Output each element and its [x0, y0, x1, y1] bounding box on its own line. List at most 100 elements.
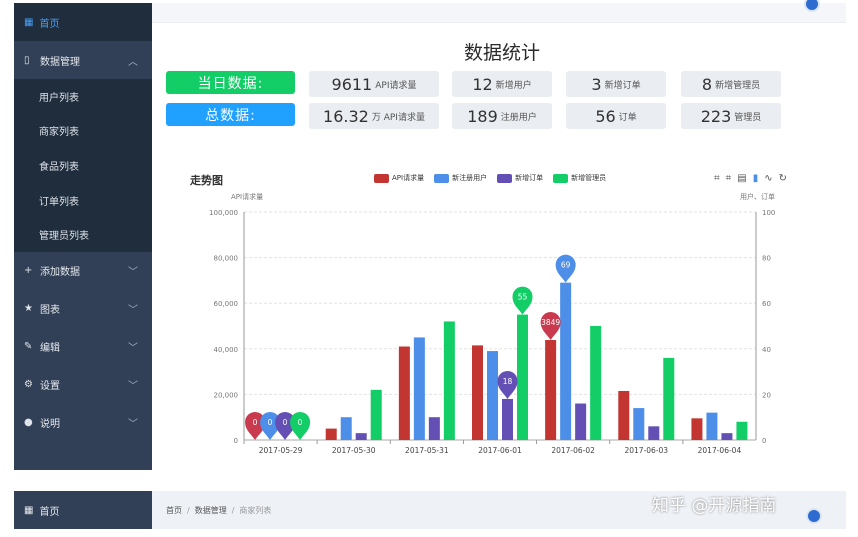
legend-label: 新注册用户: [452, 174, 488, 182]
breadcrumb-section[interactable]: 数据管理: [194, 505, 227, 515]
sidebar-item-label: 管理员列表: [39, 231, 89, 243]
chart-bar: [502, 398, 513, 440]
chart-bar: [340, 417, 352, 440]
chart-legend: API请求量 新注册用户 新增订单 新增管理员: [374, 173, 606, 183]
chart-toolbox: ⌗ ⌗ ▤ ▮ ∿ ↻: [714, 173, 787, 184]
marker-label: 0: [253, 418, 258, 427]
sidebar-item-home[interactable]: ▦ 首页: [14, 491, 152, 529]
stat-value: 56: [595, 106, 616, 126]
marker-label: 0: [283, 418, 288, 427]
left-tick-label: 40,000: [214, 346, 239, 354]
sidebar-item-label: 用户列表: [39, 92, 79, 104]
avatar[interactable]: [806, 508, 822, 524]
sidebar-item-label: 数据管理: [40, 56, 80, 68]
grid-icon: ▦: [24, 16, 34, 28]
sidebar-item-merchant-list[interactable]: 商家列表: [14, 113, 152, 149]
marker-pin: [260, 412, 281, 440]
breadcrumb-current: 商家列表: [239, 505, 272, 515]
marker-label: 0: [298, 418, 303, 427]
chart-bar: [618, 390, 630, 440]
star-icon: ★: [24, 303, 33, 315]
sidebar-item-label: 说明: [40, 419, 60, 431]
today-stat-orders: 3 新增订单: [566, 71, 666, 97]
x-tick-label: 2017-06-02: [551, 446, 595, 455]
sidebar-item-label: 设置: [40, 381, 60, 393]
right-tick-label: 60: [762, 300, 771, 308]
pencil-icon: ✎: [24, 341, 33, 353]
sidebar-item-label: 编辑: [40, 343, 60, 355]
sidebar-item-label: 订单列表: [39, 196, 79, 208]
marker-pin: [497, 370, 518, 399]
marker-label: 3849: [541, 318, 560, 327]
watermark: 知乎 @开源指南: [652, 496, 777, 516]
chart-bar: [633, 408, 645, 440]
sidebar-item-order-list[interactable]: 订单列表: [14, 182, 152, 218]
sidebar-item-charts[interactable]: ★ 图表 ﹀: [14, 290, 152, 328]
legend-item-admins[interactable]: 新增管理员: [553, 173, 606, 183]
gear-icon: ⚙: [24, 379, 33, 391]
legend-item-users[interactable]: 新注册用户: [434, 173, 487, 183]
chart-bar: [663, 357, 675, 440]
line-chart-icon[interactable]: ∿: [764, 173, 773, 184]
today-stat-api: 9611 API请求量: [309, 71, 439, 97]
marker-pin: [245, 412, 266, 440]
chart-bar: [472, 345, 483, 440]
bar-chart-icon[interactable]: ▮: [752, 173, 759, 184]
right-tick-label: 20: [762, 391, 771, 399]
chart-bar: [355, 433, 367, 440]
restore-icon[interactable]: ↻: [778, 173, 788, 184]
avatar[interactable]: [804, 0, 820, 12]
chart-bar: [325, 428, 337, 440]
x-tick-label: 2017-05-31: [405, 446, 449, 455]
sidebar-item-data-management[interactable]: ▯ 数据管理 ︿: [14, 41, 152, 79]
chart-bar: [398, 346, 410, 440]
legend-item-orders[interactable]: 新增订单: [497, 173, 543, 183]
right-tick-label: 100: [762, 209, 775, 217]
marker-label: 0: [268, 418, 273, 427]
legend-swatch: [374, 173, 389, 183]
sidebar-item-add-data[interactable]: + 添加数据 ﹀: [14, 252, 152, 290]
chart-title: 走势图: [190, 174, 223, 187]
legend-swatch: [434, 173, 450, 183]
chevron-down-icon: ﹀: [128, 305, 138, 317]
chart-bar: [545, 340, 557, 440]
sidebar-item-home[interactable]: ▦ 首页: [14, 3, 152, 41]
marker-label: 55: [518, 293, 528, 302]
info-icon: ●: [24, 417, 33, 429]
zoom-reset-icon[interactable]: ⌗: [725, 173, 732, 184]
left-axis-label: API请求量: [231, 192, 263, 201]
legend-swatch: [497, 173, 513, 183]
x-tick-label: 2017-05-30: [332, 446, 376, 455]
sidebar-item-help[interactable]: ● 说明 ﹀: [14, 404, 152, 442]
chart-bar: [706, 412, 718, 440]
legend-swatch: [553, 173, 569, 183]
legend-label: 新增订单: [515, 174, 544, 182]
chevron-down-icon: ﹀: [128, 381, 138, 393]
chevron-down-icon: ﹀: [128, 343, 138, 355]
sidebar-item-user-list[interactable]: 用户列表: [14, 79, 152, 114]
left-tick-label: 100,000: [209, 209, 238, 217]
total-stat-api: 16.32 万 API请求量: [309, 103, 439, 129]
top-bar: [152, 3, 846, 23]
data-view-icon[interactable]: ▤: [737, 173, 747, 184]
marker-pin: [290, 412, 311, 440]
sidebar-item-edit[interactable]: ✎ 编辑 ﹀: [14, 328, 152, 366]
chart-bar: [691, 418, 703, 440]
stat-value: 3: [591, 74, 602, 94]
chart-bar: [721, 433, 733, 440]
stat-value: 12: [472, 74, 493, 94]
marker-label: 69: [561, 261, 571, 270]
sidebar-item-food-list[interactable]: 食品列表: [14, 148, 152, 183]
chart-bar: [443, 321, 455, 440]
zoom-icon[interactable]: ⌗: [714, 173, 720, 184]
sidebar-item-settings[interactable]: ⚙ 设置 ﹀: [14, 366, 152, 404]
sidebar-item-label: 首页: [39, 18, 60, 30]
right-tick-label: 0: [762, 437, 766, 445]
x-tick-label: 2017-06-03: [624, 446, 668, 455]
today-stat-users: 12 新增用户: [452, 71, 552, 97]
legend-item-api[interactable]: API请求量: [374, 173, 424, 183]
chart-bar: [575, 403, 587, 440]
breadcrumb-home[interactable]: 首页: [166, 505, 182, 515]
sidebar-item-admin-list[interactable]: 管理员列表: [14, 217, 152, 252]
stat-unit: 万 API请求量: [371, 112, 425, 123]
